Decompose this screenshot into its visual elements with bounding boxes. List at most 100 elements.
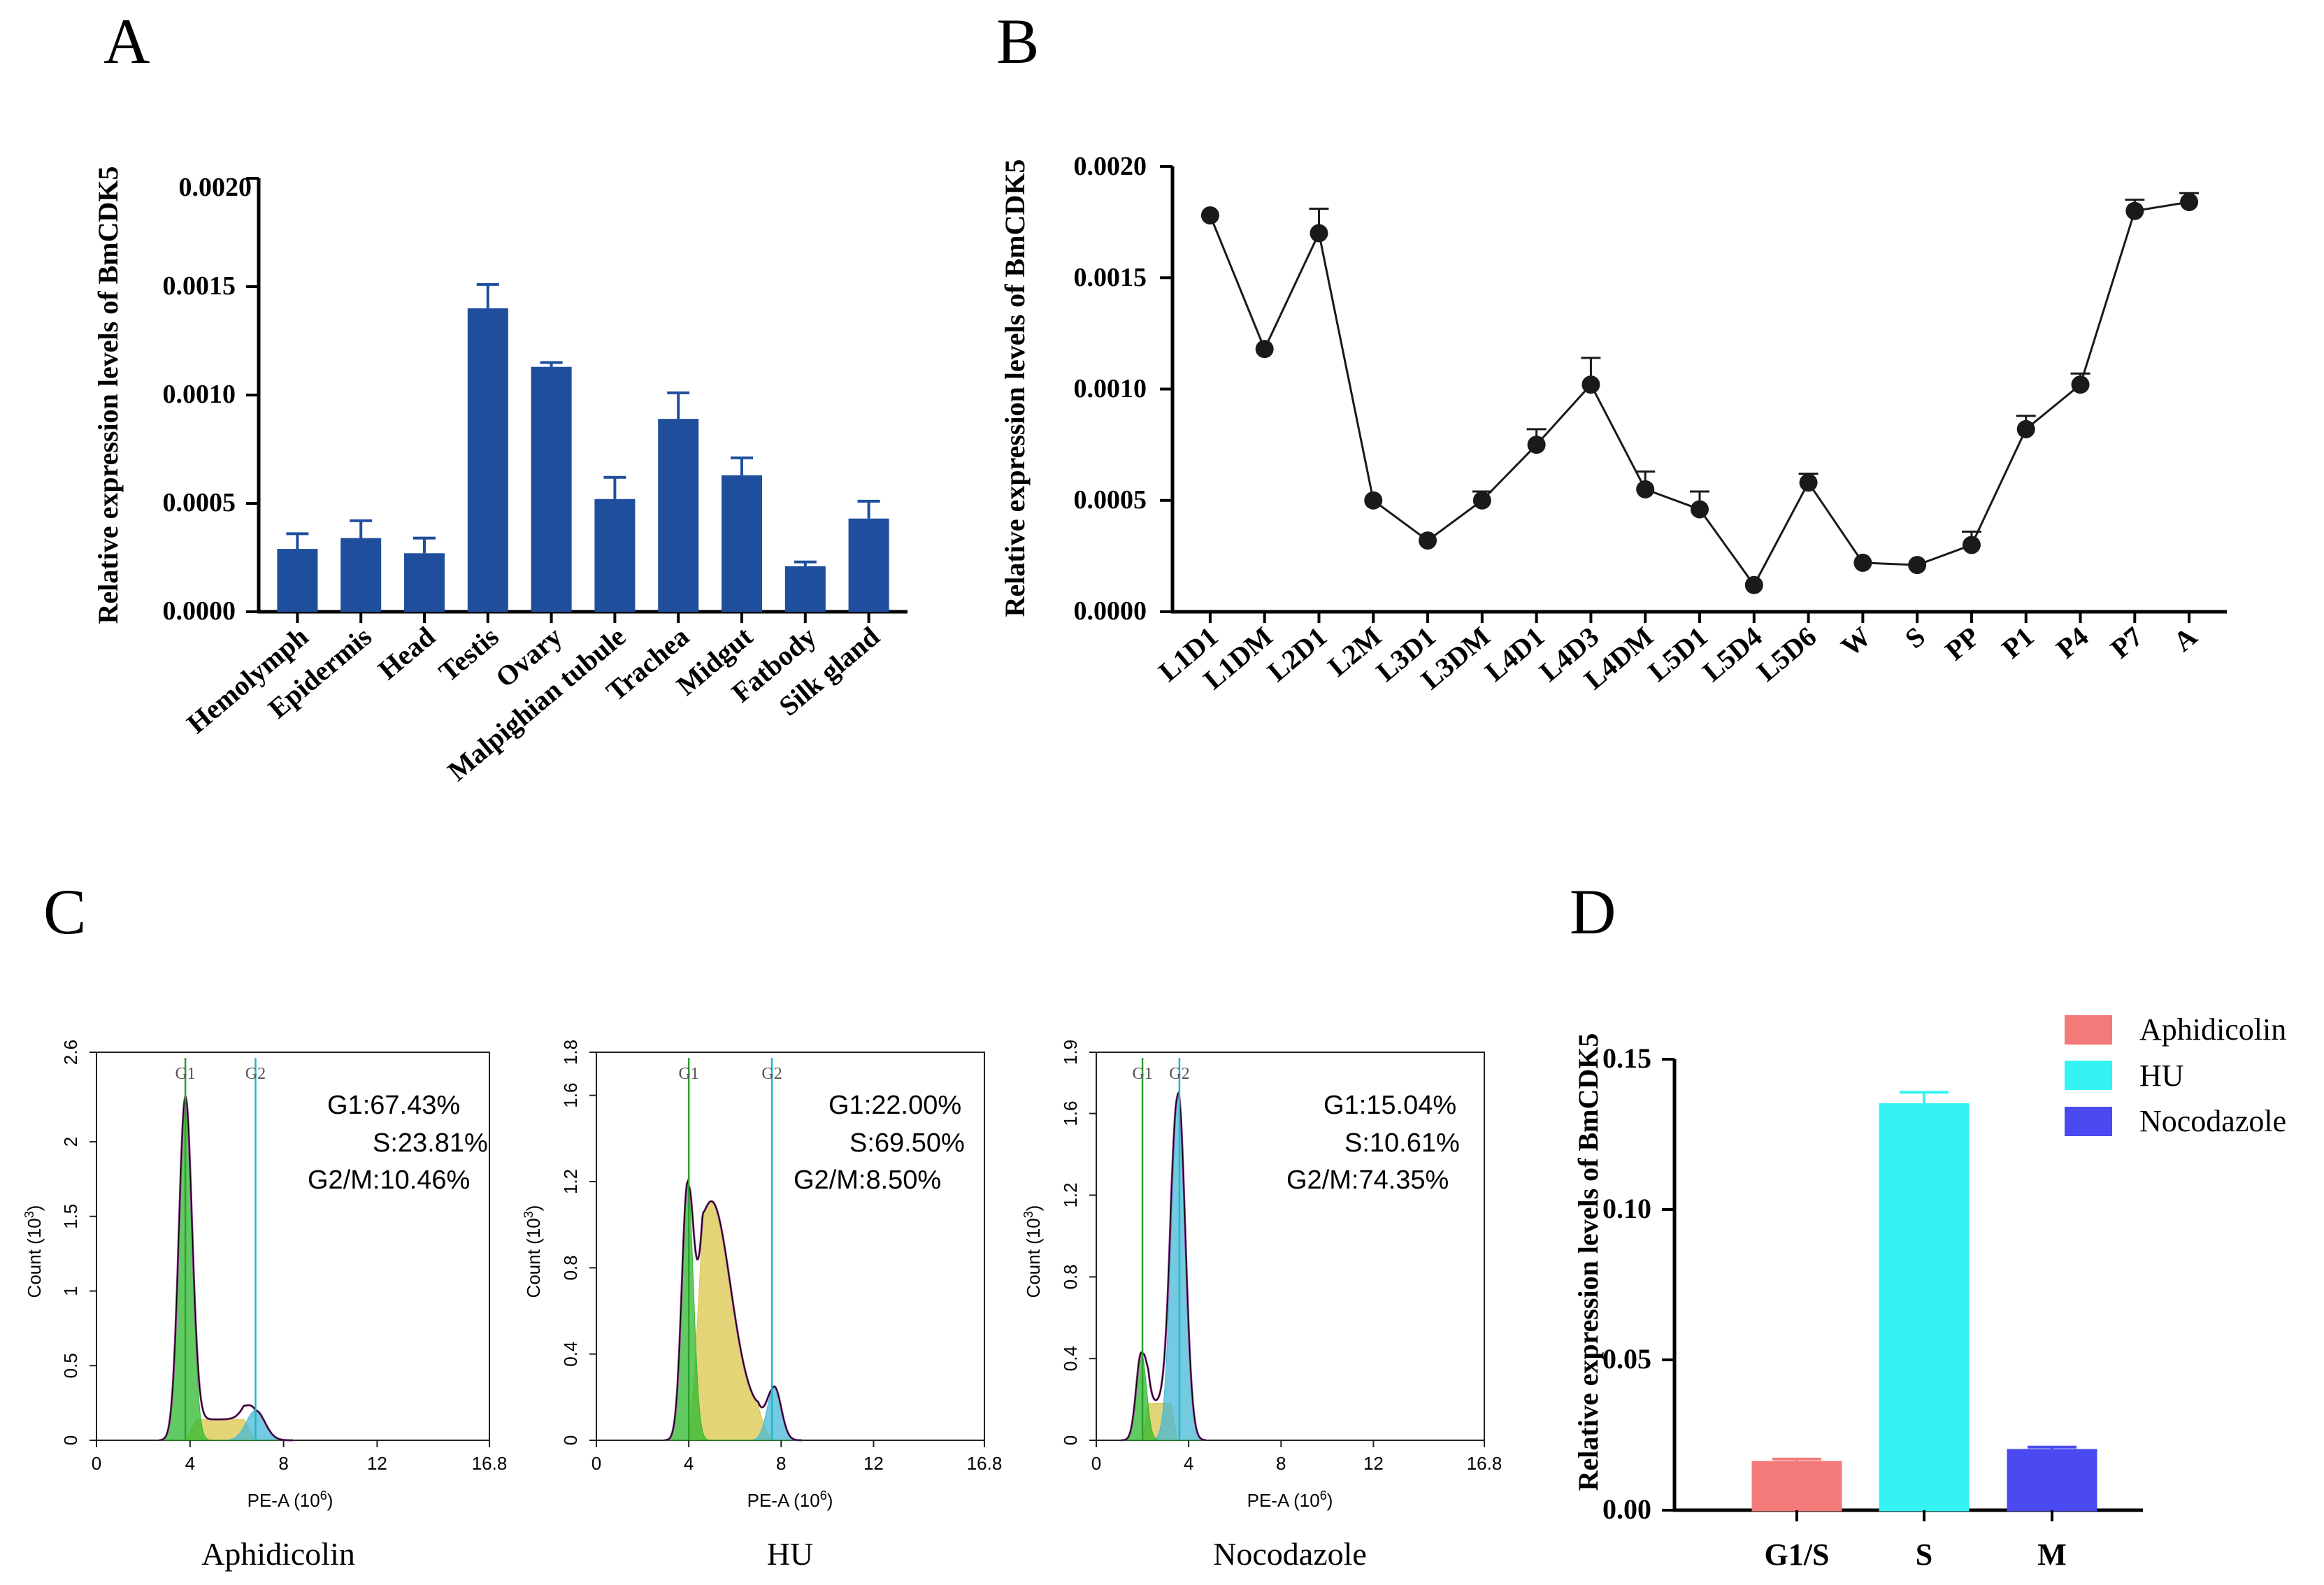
data-point [1364,491,1383,510]
flow-plot-nocodazole: G1 G2 0 4 8 12 16.8 0 0.4 0.8 1.2 1.6 1.9 G1:15.04%… [1021,1040,1502,1572]
x-tick-label: L4D1 [1479,620,1550,687]
data-point [2125,201,2144,220]
x-tick-label: 8 [278,1453,288,1474]
panel-d-xlabel-0: G1/S [1765,1537,1830,1572]
x-tick-label: 0 [591,1453,601,1474]
panel-label-a: A [103,6,150,77]
flow-ylabel: Count (103) [1021,1205,1044,1298]
y-tick-label: 1.5 [60,1204,81,1229]
x-tick-label: P4 [2050,620,2094,664]
x-tick-label: A [2167,620,2203,657]
panel-a-ytick-4: 0.0020 [179,173,252,202]
bar [2007,1449,2097,1512]
data-point [2180,192,2199,211]
x-tick-label: 12 [367,1453,387,1474]
flow-title: HU [767,1536,813,1572]
flow-stat-g2m: G2/M:10.46% [308,1166,470,1195]
y-tick-label: 0.4 [560,1342,581,1367]
data-point [1744,575,1763,594]
flow-stat-s: S:69.50% [849,1128,965,1158]
flow-gate-label: G2 [761,1065,782,1083]
data-point [2071,375,2090,394]
flow-xlabel: PE-A (106) [747,1489,833,1511]
x-tick-label: 12 [863,1453,884,1474]
flow-stat-g1: G1:22.00% [829,1091,961,1120]
panel-b-ytick-3: 0.0015 [1074,263,1147,292]
legend-swatch-nocodazole [2065,1107,2112,1136]
x-tick-label: L5D1 [1642,620,1714,687]
y-tick-label: 0 [1060,1435,1081,1445]
bar [531,366,572,612]
bar [784,566,826,612]
y-tick-label: 2 [60,1137,81,1147]
panel-a-bar-chart: 0.0000 0.0005 0.0010 0.0015 0.0020 Relat… [92,166,908,787]
bar [1751,1461,1842,1512]
panel-a-xlabels: HemolymphEpidermisHeadTestisOvaryMalpigh… [181,620,886,787]
data-point [1419,531,1437,550]
panel-b-ytick-4: 0.0020 [1074,152,1147,181]
y-tick-label: 1.8 [560,1040,581,1065]
x-tick-label: P7 [2104,620,2149,664]
flow-stat-g1: G1:15.04% [1324,1091,1456,1120]
panel-d-ytick-3: 0.15 [1602,1042,1651,1074]
panel-a-ytick-0: 0.0000 [163,596,236,626]
bar [277,549,318,612]
flow-gate-label: G2 [245,1065,266,1083]
legend-label-nocodazole: Nocodazole [2139,1104,2286,1138]
bar [1879,1103,1970,1512]
panel-b-series [1200,192,2200,623]
panel-d-bar-chart: 0.00 0.05 0.10 0.15 Relative expression … [1572,1012,2286,1572]
x-tick-label: L5D6 [1751,620,1822,687]
flow-raw-histogram [664,1180,803,1441]
x-tick-label: 4 [684,1453,694,1474]
x-tick-label: PP [1939,620,1985,666]
flow-xlabel: PE-A (106) [1247,1489,1333,1511]
y-tick-label: 0 [60,1435,81,1445]
y-tick-label: 0.8 [1060,1264,1081,1289]
panel-b-xlabels: L1D1L1DML2D1L2ML3D1L3DML4D1L4D3L4DML5D1L… [1153,620,2203,695]
flow-plot-series: G1 G2 [664,1058,803,1442]
panel-d-yticks [1662,1058,1674,1512]
flow-raw-histogram [159,1096,294,1441]
flow-g1-peak [159,1096,293,1441]
x-tick-label: 4 [185,1453,195,1474]
panel-d-legend: Aphidicolin HU Nocodazole [2065,1012,2286,1138]
data-point [1527,436,1546,454]
flow-stat-s: S:23.81% [373,1128,488,1158]
flow-plot-aphidicolin: G1 G2 0 4 8 12 16.8 0 0.5 1 1.5 2 2.6 G1:67.43% S:2… [22,1040,507,1572]
panel-b-ylabel: Relative expression levels of BmCDK5 [999,159,1031,617]
x-tick-label: S [1899,620,1931,654]
panel-b-yticks [1160,165,1172,613]
y-tick-label: 1 [60,1286,81,1296]
data-point [1636,480,1655,499]
bar [722,475,762,612]
y-tick-label: 1.9 [1060,1040,1081,1065]
x-tick-label: 8 [1276,1453,1286,1474]
panel-label-c: C [43,876,86,947]
panel-label-d: D [1570,876,1616,947]
panel-a-yticks [246,177,259,613]
x-tick-label: 12 [1363,1453,1384,1474]
data-point [1472,491,1491,510]
flow-plot-frame [1096,1052,1485,1441]
panel-a-ytick-3: 0.0015 [163,271,236,301]
panel-a-bars [277,282,889,623]
flow-g2-peak [1121,1092,1207,1441]
y-tick-label: 2.6 [60,1040,81,1065]
flow-stat-g2m: G2/M:74.35% [1286,1166,1449,1195]
panel-d-ytick-0: 0.00 [1602,1493,1651,1525]
flow-stat-g2m: G2/M:8.50% [794,1166,941,1195]
x-tick-label: L2M [1321,620,1387,682]
flow-fit-curve [1121,1091,1207,1442]
panel-d-ylabel: Relative expression levels of BmCDK5 [1572,1033,1604,1491]
y-tick-label: 1.2 [1060,1182,1081,1207]
y-tick-label: 0 [560,1435,581,1445]
flow-plot-series: G1 G2 [1120,1058,1207,1442]
legend-swatch-hu [2065,1061,2112,1090]
flow-stat-s: S:10.61% [1344,1128,1460,1158]
x-tick-label: Testis [433,620,505,687]
flow-raw-histogram [1121,1092,1206,1441]
panel-c-flow-histograms: G1 G2 0 4 8 12 16.8 0 0.5 1 1.5 2 2.6 G1:67.43% S:2… [22,1040,1502,1572]
series-line [1209,201,2190,587]
